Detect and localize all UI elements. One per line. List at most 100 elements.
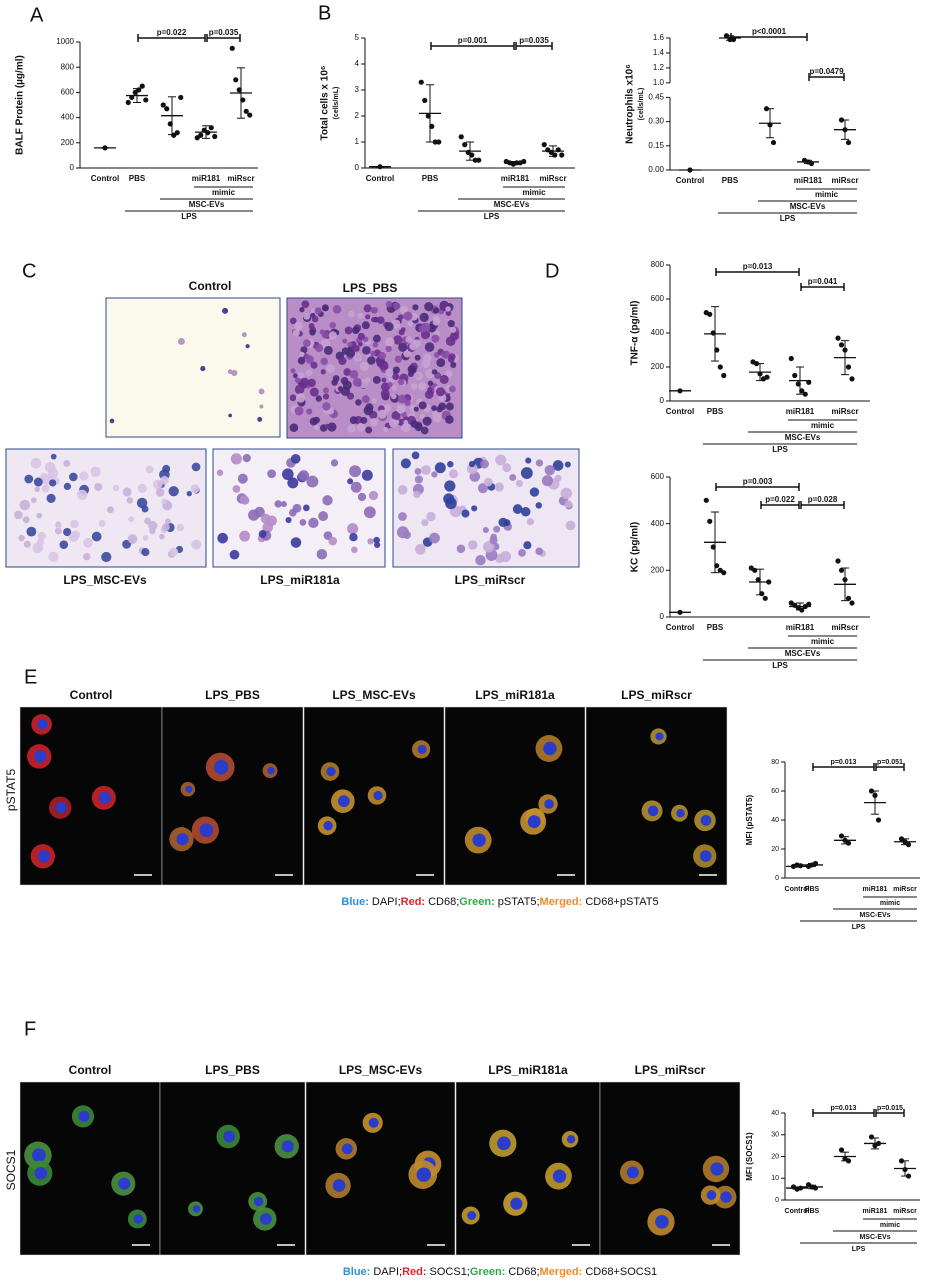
nucleus bbox=[55, 802, 67, 814]
cell bbox=[91, 531, 102, 542]
nucleus bbox=[710, 1162, 724, 1176]
cell bbox=[137, 483, 147, 493]
y-tick-label: 5 bbox=[355, 33, 360, 42]
cell bbox=[48, 551, 59, 562]
cell bbox=[407, 365, 416, 374]
y-tick-label: 3 bbox=[355, 85, 360, 94]
y-tick-label: 400 bbox=[651, 328, 665, 337]
cell bbox=[426, 511, 436, 522]
cell bbox=[176, 523, 185, 532]
nucleus bbox=[118, 1177, 131, 1190]
x-tick-label: miR181 bbox=[863, 886, 888, 893]
group-label: LPS bbox=[484, 212, 500, 221]
micrograph-label: LPS_miRscr bbox=[635, 1063, 706, 1077]
cell bbox=[314, 307, 322, 315]
cell bbox=[422, 416, 432, 426]
cell bbox=[365, 314, 371, 320]
y-axis-label: MFI (pSTAT5) bbox=[745, 794, 754, 845]
cell bbox=[63, 482, 72, 491]
cell bbox=[237, 473, 248, 484]
y-tick-label: 0 bbox=[660, 612, 665, 621]
data-point bbox=[849, 376, 855, 382]
x-tick-label: Control bbox=[366, 174, 394, 183]
p-value: p=0.013 bbox=[743, 262, 773, 271]
y-tick-label: 0.45 bbox=[648, 93, 664, 102]
cell bbox=[398, 512, 407, 521]
cell bbox=[518, 549, 526, 557]
cell bbox=[432, 318, 440, 326]
cell bbox=[190, 484, 200, 494]
cell bbox=[169, 547, 179, 557]
cell bbox=[436, 358, 446, 368]
cell bbox=[394, 355, 403, 363]
p-value: p=0.028 bbox=[808, 495, 838, 504]
y-axis-sublabel: (cells/mL) bbox=[638, 88, 645, 121]
cell bbox=[30, 457, 42, 469]
legend-key: Green: bbox=[470, 1266, 505, 1278]
group-label: mimic bbox=[522, 188, 546, 197]
micrograph-label: LPS_PBS bbox=[205, 688, 260, 702]
cell bbox=[373, 536, 380, 544]
cell bbox=[306, 408, 313, 415]
p-value: p=0.013 bbox=[831, 759, 857, 766]
cell bbox=[343, 368, 352, 376]
cell bbox=[410, 382, 418, 390]
nucleus bbox=[417, 744, 427, 754]
cell bbox=[69, 472, 78, 482]
cell bbox=[294, 384, 305, 395]
cell bbox=[564, 461, 571, 468]
cell bbox=[424, 390, 434, 399]
cell bbox=[414, 371, 423, 381]
cell bbox=[397, 314, 404, 320]
cell bbox=[434, 462, 446, 474]
y-tick-label: 0 bbox=[660, 396, 665, 405]
micrograph-label: LPS_miRscr bbox=[621, 688, 692, 702]
cell bbox=[292, 373, 298, 379]
group-label: MSC-EVs bbox=[785, 433, 821, 442]
data-point bbox=[178, 94, 184, 101]
cell bbox=[34, 486, 40, 493]
x-tick-label: PBS bbox=[805, 886, 820, 893]
legend-label: DAPI; bbox=[372, 896, 401, 908]
p-value: p=0.0479 bbox=[809, 67, 844, 76]
cell bbox=[357, 312, 364, 319]
micrograph-label: Control bbox=[189, 279, 232, 293]
legend-key: Red: bbox=[401, 896, 425, 908]
cell bbox=[385, 300, 393, 308]
p-value: p=0.003 bbox=[743, 477, 773, 486]
cell bbox=[371, 308, 377, 314]
cell bbox=[289, 394, 297, 402]
x-tick-label: PBS bbox=[707, 407, 724, 416]
cell bbox=[94, 482, 103, 491]
cell bbox=[448, 385, 456, 393]
cell bbox=[142, 535, 149, 541]
cell bbox=[300, 346, 308, 354]
data-point bbox=[703, 497, 709, 503]
data-point bbox=[721, 570, 727, 576]
y-tick-label: 0 bbox=[775, 875, 779, 882]
legend-key: Merged: bbox=[540, 896, 583, 908]
cell bbox=[323, 305, 329, 311]
x-tick-label: Control bbox=[785, 886, 810, 893]
cell bbox=[306, 475, 319, 488]
group-label: MSC-EVs bbox=[494, 200, 530, 209]
nucleus bbox=[544, 799, 554, 809]
cell bbox=[365, 426, 373, 434]
x-tick-label: PBS bbox=[722, 176, 739, 185]
y-tick-label: 200 bbox=[61, 138, 75, 147]
y-tick-label: 800 bbox=[61, 62, 75, 71]
nucleus bbox=[700, 815, 712, 826]
y-axis-label: Total cells x 10⁶ bbox=[320, 65, 331, 140]
cell bbox=[106, 506, 114, 514]
nucleus bbox=[32, 1148, 46, 1163]
cell bbox=[297, 356, 306, 365]
cell bbox=[468, 460, 476, 468]
y-tick-label: 1 bbox=[355, 137, 360, 146]
data-point bbox=[212, 133, 218, 140]
cell bbox=[313, 424, 320, 431]
x-tick-label: PBS bbox=[707, 623, 724, 632]
legend-key: Blue: bbox=[341, 896, 369, 908]
micrograph-label: LPS_miR181a bbox=[260, 573, 340, 587]
y-axis-label: Neutrophils x10⁶ bbox=[625, 64, 636, 144]
cell bbox=[367, 356, 376, 365]
